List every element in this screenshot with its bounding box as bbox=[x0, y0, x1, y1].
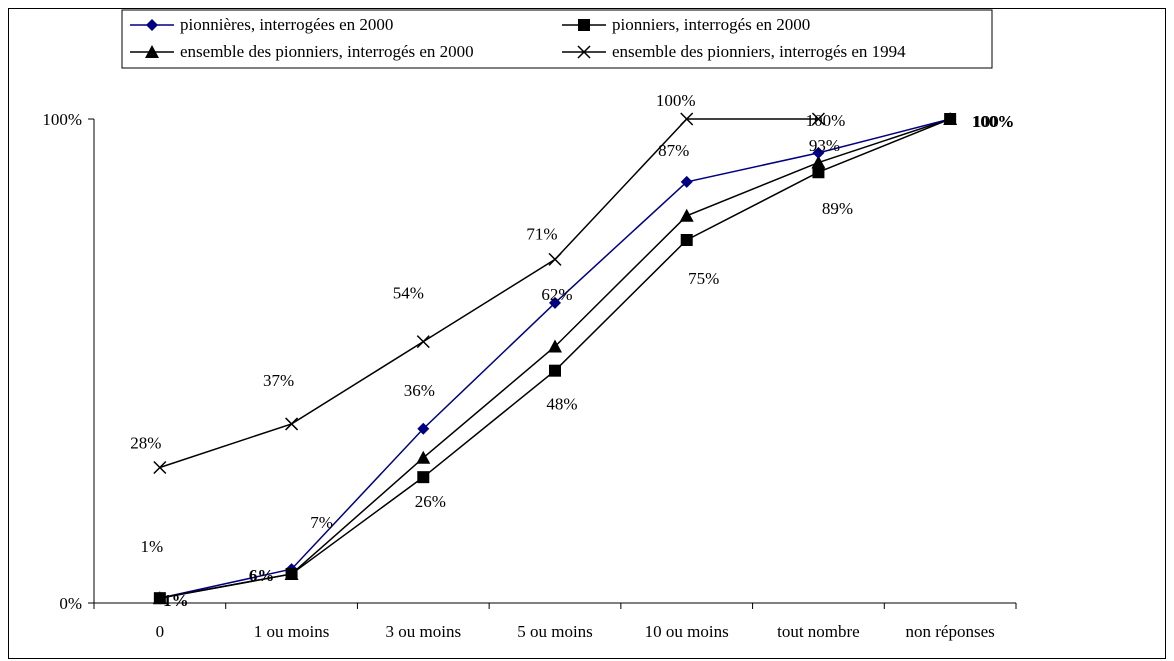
legend-entry: pionniers, interrogés en 2000 bbox=[562, 15, 810, 34]
data-label: 62% bbox=[541, 285, 572, 304]
series-square bbox=[153, 113, 957, 605]
x-tick-label: 5 ou moins bbox=[517, 622, 593, 641]
axes: 0% 100% 0 1 ou moins 3 ou moins 5 ou moins 10 … bbox=[42, 110, 1017, 641]
legend-entry: pionnières, interrogées en 2000 bbox=[130, 15, 393, 34]
data-label: 6% bbox=[249, 566, 275, 585]
data-point bbox=[548, 339, 562, 353]
data-label: 28% bbox=[130, 433, 161, 452]
x-tick-label: tout nombre bbox=[777, 622, 860, 641]
legend-label: pionnières, interrogées en 2000 bbox=[180, 15, 393, 34]
legend-box bbox=[121, 9, 993, 69]
data-point bbox=[944, 113, 957, 125]
legend-label: ensemble des pionniers, interrogés en 20… bbox=[180, 42, 474, 61]
series-layer bbox=[152, 112, 958, 605]
series-line bbox=[159, 118, 951, 599]
data-label: 1% bbox=[163, 591, 189, 610]
data-label: 100% bbox=[806, 111, 846, 130]
data-label: 100% bbox=[973, 112, 1013, 131]
data-point bbox=[680, 234, 693, 246]
series-line bbox=[159, 118, 951, 599]
data-labels: 1% 7% 36% 62% 87% 93% 100% 1% 6% 26% 48% 75% 89% 100%… bbox=[130, 91, 1014, 610]
legend-label: pionniers, interrogés en 2000 bbox=[612, 15, 810, 34]
data-point bbox=[285, 567, 298, 580]
legend: pionnières, interrogées en 2000 pionniers… bbox=[121, 9, 993, 69]
data-point bbox=[416, 335, 430, 349]
data-label: 100% bbox=[972, 112, 1015, 131]
data-label: 100% bbox=[656, 91, 696, 110]
data-point bbox=[153, 460, 167, 475]
series-line bbox=[159, 118, 951, 599]
data-point bbox=[811, 112, 825, 126]
x-tick-label: 1 ou moins bbox=[254, 622, 330, 641]
data-point bbox=[812, 166, 825, 179]
data-point bbox=[549, 364, 561, 377]
series-x bbox=[153, 112, 825, 475]
data-point bbox=[285, 417, 299, 431]
data-point bbox=[416, 450, 431, 464]
y-tick-label: 0% bbox=[59, 594, 82, 613]
chart-frame bbox=[8, 8, 1166, 659]
data-label: 7% bbox=[310, 513, 333, 532]
series-diamond bbox=[153, 113, 957, 605]
data-point bbox=[679, 208, 694, 222]
series-triangle bbox=[152, 112, 958, 605]
x-tick-label: 10 ou moins bbox=[645, 622, 729, 641]
data-point bbox=[549, 296, 561, 309]
data-label: 36% bbox=[404, 381, 435, 400]
data-label: 37% bbox=[263, 371, 294, 390]
data-point bbox=[812, 146, 825, 159]
data-point bbox=[153, 592, 166, 605]
legend-entry: ensemble des pionniers, interrogés en 20… bbox=[130, 42, 474, 61]
data-label: 93% bbox=[809, 136, 840, 155]
x-tick-label: 3 ou moins bbox=[386, 622, 462, 641]
data-label: 87% bbox=[658, 141, 689, 160]
x-tick-label: 0 bbox=[156, 622, 165, 641]
data-point bbox=[680, 175, 693, 188]
legend-marker bbox=[578, 19, 590, 31]
data-point bbox=[417, 422, 430, 435]
series-line bbox=[159, 118, 819, 469]
data-label: 48% bbox=[546, 395, 577, 414]
data-label: 26% bbox=[415, 492, 446, 511]
legend-marker bbox=[145, 45, 159, 58]
data-label: 75% bbox=[688, 269, 719, 288]
data-label: 54% bbox=[393, 284, 424, 303]
legend-marker bbox=[146, 19, 158, 31]
data-point bbox=[680, 112, 694, 126]
data-label: 71% bbox=[526, 224, 557, 243]
data-point bbox=[548, 252, 562, 266]
legend-marker bbox=[577, 45, 591, 59]
x-tick-label: non réponses bbox=[906, 622, 995, 641]
data-point bbox=[811, 155, 826, 169]
data-label: 89% bbox=[822, 199, 853, 218]
y-tick-label: 100% bbox=[42, 110, 82, 129]
legend-entry: ensemble des pionniers, interrogés en 19… bbox=[562, 42, 906, 61]
data-point bbox=[417, 471, 430, 484]
data-label: 1% bbox=[141, 537, 164, 556]
legend-label: ensemble des pionniers, interrogés en 19… bbox=[612, 42, 906, 61]
